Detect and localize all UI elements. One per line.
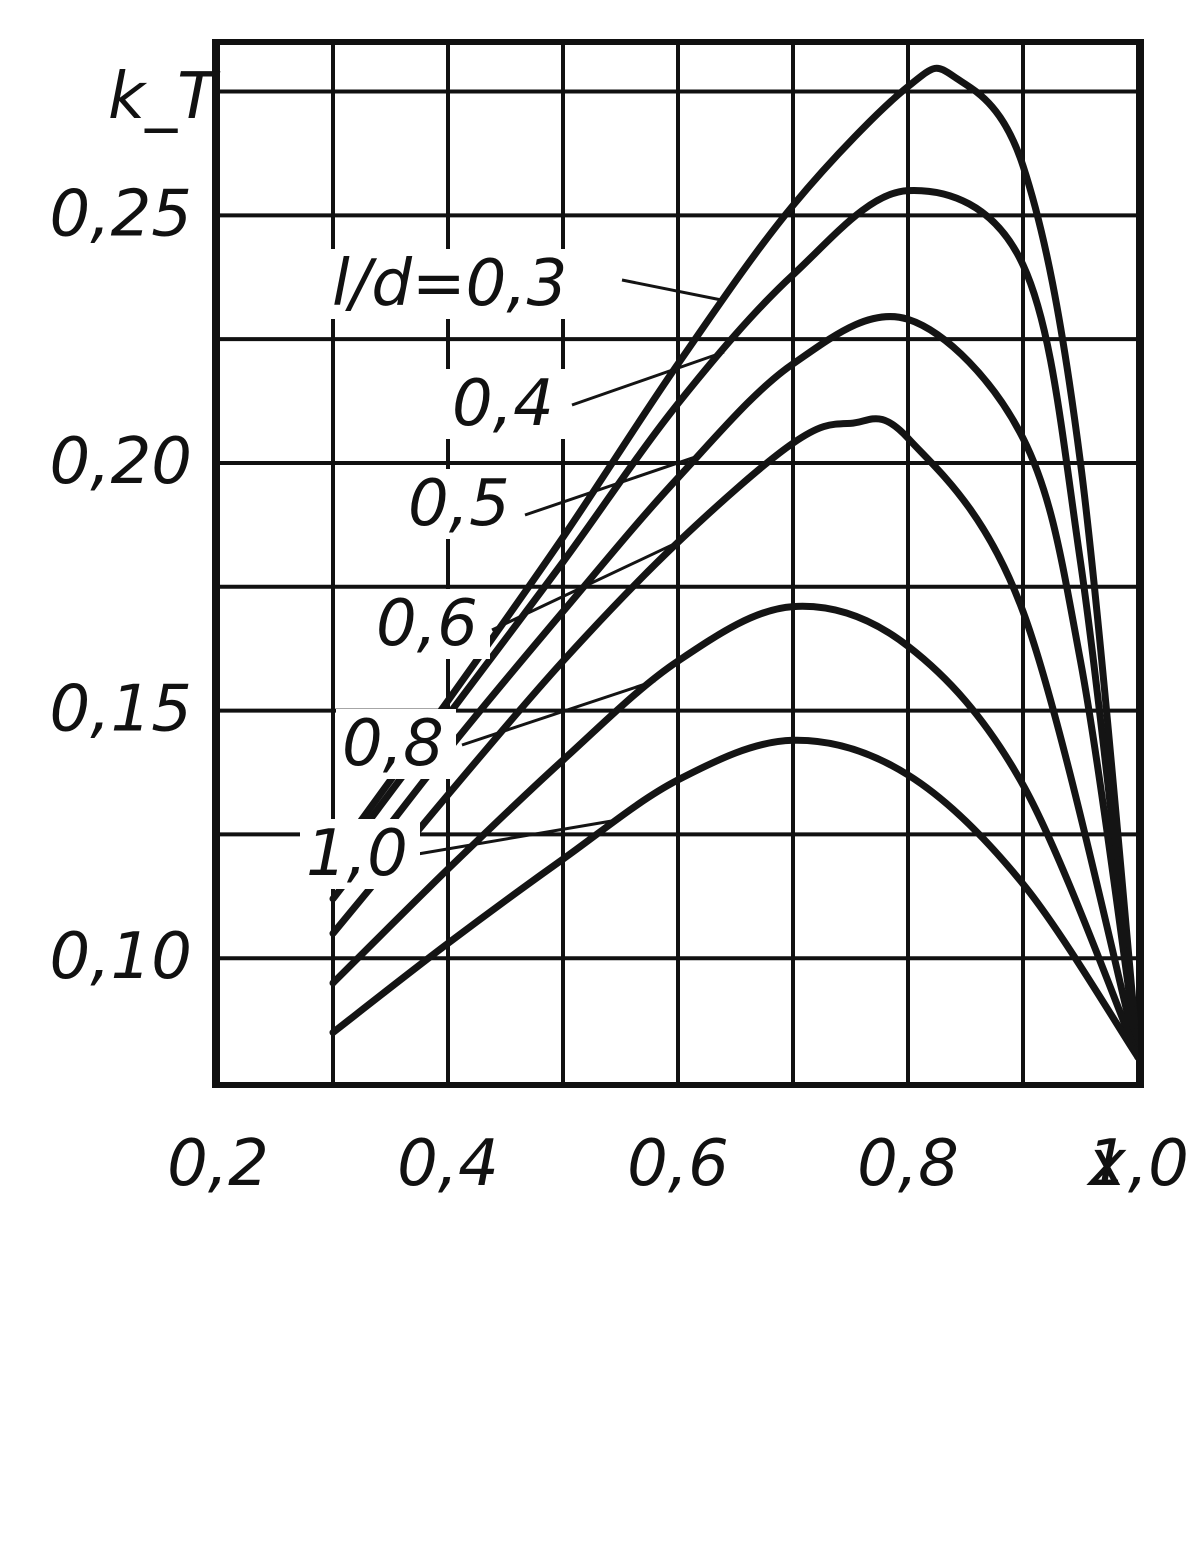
leader-line — [491, 540, 679, 632]
curve-label: 1,0 — [306, 817, 408, 891]
series-line-2 — [329, 313, 1142, 1061]
tick-labels: 0,2 0,4 0,6 0,8 1,0 0,10 0,15 0,20 0,25 — [50, 177, 1189, 1201]
y-axis-label: k_T — [108, 60, 221, 134]
curve-label: 0,5 — [408, 467, 510, 541]
curve-label-background — [402, 469, 522, 539]
curve-label: l/d=0,3 — [332, 247, 567, 321]
leader-line — [411, 818, 621, 857]
curve-label-background — [336, 709, 456, 779]
leader-line — [571, 350, 725, 407]
x-tick-label: 1,0 — [1087, 1127, 1189, 1201]
leader-line — [621, 278, 725, 302]
series-line-0 — [329, 64, 1142, 1061]
curve-label: 0,8 — [342, 707, 444, 781]
y-tick-label: 0,20 — [50, 425, 193, 499]
curves — [329, 64, 1142, 1061]
curve-label: 0,4 — [452, 367, 554, 441]
x-tick-label: 0,4 — [397, 1127, 499, 1201]
series-line-1 — [329, 186, 1142, 1061]
series-line-4 — [329, 602, 1142, 1061]
curve-labels: l/d=0,3 0,4 0,5 0,6 0,8 1,0 — [300, 247, 590, 891]
curve-label-background — [326, 249, 590, 319]
curve-label-background — [446, 369, 566, 439]
y-tick-label: 0,15 — [50, 673, 193, 747]
leader-line — [524, 453, 702, 517]
x-tick-label: 0,2 — [167, 1127, 269, 1201]
series-line-5 — [329, 736, 1142, 1061]
curve-label-background — [300, 819, 420, 889]
x-tick-label: 0,8 — [857, 1127, 959, 1201]
leader-lines — [411, 278, 725, 857]
x-axis-label: x — [1086, 1127, 1127, 1201]
curve-label-background — [370, 589, 490, 659]
x-tick-label: 0,6 — [627, 1127, 729, 1201]
y-tick-label: 0,10 — [50, 920, 193, 994]
curve-label: 0,6 — [376, 587, 478, 661]
plot-frame — [212, 39, 1144, 1088]
leader-line — [461, 679, 656, 747]
y-tick-label: 0,25 — [50, 177, 193, 251]
series-line-3 — [329, 415, 1142, 1061]
